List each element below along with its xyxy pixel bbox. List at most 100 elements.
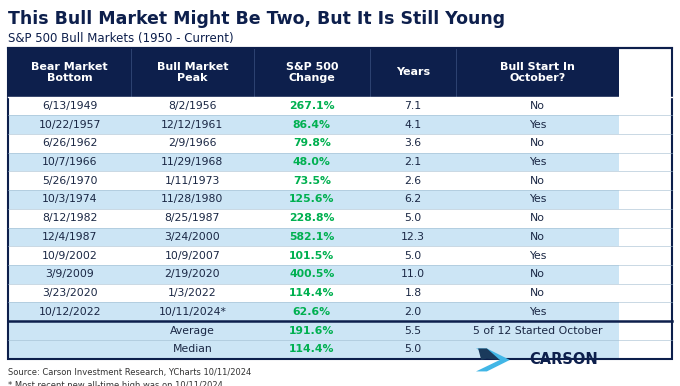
Bar: [254, 96, 370, 115]
Text: 125.6%: 125.6%: [289, 195, 335, 205]
Text: 8/2/1956: 8/2/1956: [168, 101, 217, 111]
Text: 400.5%: 400.5%: [289, 269, 335, 279]
Text: 10/9/2007: 10/9/2007: [165, 251, 220, 261]
Bar: [456, 303, 619, 321]
Bar: [8, 48, 131, 96]
Text: 10/3/1974: 10/3/1974: [41, 195, 97, 205]
Text: 1/11/1973: 1/11/1973: [165, 176, 220, 186]
Text: 11/29/1968: 11/29/1968: [161, 157, 224, 167]
Text: Yes: Yes: [529, 120, 546, 130]
Text: 73.5%: 73.5%: [293, 176, 330, 186]
Bar: [370, 340, 456, 359]
Text: 11/28/1980: 11/28/1980: [161, 195, 224, 205]
Bar: [8, 265, 131, 284]
Bar: [8, 171, 131, 190]
Text: 2.1: 2.1: [405, 157, 422, 167]
Bar: [456, 227, 619, 246]
Text: 101.5%: 101.5%: [289, 251, 335, 261]
Text: 6/26/1962: 6/26/1962: [42, 138, 97, 148]
Text: Median: Median: [173, 344, 212, 354]
Text: 114.4%: 114.4%: [289, 288, 335, 298]
Bar: [131, 246, 254, 265]
Text: 114.4%: 114.4%: [289, 344, 335, 354]
Bar: [8, 340, 131, 359]
Bar: [8, 303, 131, 321]
Text: 10/7/1966: 10/7/1966: [41, 157, 97, 167]
Bar: [370, 152, 456, 171]
Bar: [131, 265, 254, 284]
Text: 5.0: 5.0: [405, 213, 422, 223]
Bar: [8, 190, 131, 209]
Bar: [131, 190, 254, 209]
Bar: [370, 303, 456, 321]
Bar: [8, 246, 131, 265]
Text: Average: Average: [170, 325, 215, 335]
Bar: [8, 48, 672, 359]
Bar: [131, 134, 254, 152]
Bar: [131, 340, 254, 359]
Bar: [8, 227, 131, 246]
Text: Yes: Yes: [529, 251, 546, 261]
Text: 2/9/1966: 2/9/1966: [168, 138, 217, 148]
Bar: [456, 96, 619, 115]
Bar: [131, 209, 254, 227]
Bar: [370, 227, 456, 246]
Text: 79.8%: 79.8%: [293, 138, 330, 148]
Text: No: No: [530, 101, 545, 111]
Bar: [131, 284, 254, 303]
Bar: [254, 134, 370, 152]
Bar: [370, 265, 456, 284]
Bar: [254, 48, 370, 96]
Bar: [254, 209, 370, 227]
Text: 5.5: 5.5: [405, 325, 422, 335]
Text: 12.3: 12.3: [401, 232, 425, 242]
Bar: [456, 115, 619, 134]
Text: No: No: [530, 213, 545, 223]
Bar: [254, 227, 370, 246]
Text: 1.8: 1.8: [405, 288, 422, 298]
Text: Source: Carson Investment Research, YCharts 10/11/2024
* Most recent new all-tim: Source: Carson Investment Research, YCha…: [8, 368, 252, 386]
Text: 228.8%: 228.8%: [289, 213, 335, 223]
Text: 86.4%: 86.4%: [293, 120, 330, 130]
Bar: [254, 265, 370, 284]
Text: 12/12/1961: 12/12/1961: [161, 120, 224, 130]
Bar: [456, 209, 619, 227]
Text: S&P 500
Change: S&P 500 Change: [286, 62, 338, 83]
Bar: [8, 209, 131, 227]
Bar: [370, 134, 456, 152]
Text: Yes: Yes: [529, 195, 546, 205]
Text: CARSON: CARSON: [530, 352, 598, 367]
Text: 5.0: 5.0: [405, 251, 422, 261]
Bar: [8, 115, 131, 134]
Text: 3/23/2020: 3/23/2020: [41, 288, 97, 298]
Bar: [8, 152, 131, 171]
Bar: [370, 209, 456, 227]
Bar: [456, 152, 619, 171]
Bar: [370, 284, 456, 303]
Bar: [456, 321, 619, 340]
Text: 5/26/1970: 5/26/1970: [41, 176, 97, 186]
Text: 62.6%: 62.6%: [292, 307, 331, 317]
Text: 3/9/2009: 3/9/2009: [45, 269, 94, 279]
Bar: [131, 227, 254, 246]
Bar: [131, 321, 254, 340]
Text: 191.6%: 191.6%: [289, 325, 335, 335]
Text: 2.0: 2.0: [405, 307, 422, 317]
Bar: [131, 152, 254, 171]
Bar: [131, 171, 254, 190]
Bar: [456, 171, 619, 190]
Text: 48.0%: 48.0%: [293, 157, 330, 167]
Bar: [254, 115, 370, 134]
Text: No: No: [530, 232, 545, 242]
Text: S&P 500 Bull Markets (1950 - Current): S&P 500 Bull Markets (1950 - Current): [8, 32, 234, 45]
Bar: [370, 115, 456, 134]
Text: 11.0: 11.0: [401, 269, 425, 279]
Bar: [254, 321, 370, 340]
Bar: [456, 265, 619, 284]
Bar: [254, 340, 370, 359]
Bar: [254, 171, 370, 190]
Text: 10/9/2002: 10/9/2002: [41, 251, 97, 261]
Bar: [8, 134, 131, 152]
Bar: [131, 115, 254, 134]
Text: Yes: Yes: [529, 307, 546, 317]
